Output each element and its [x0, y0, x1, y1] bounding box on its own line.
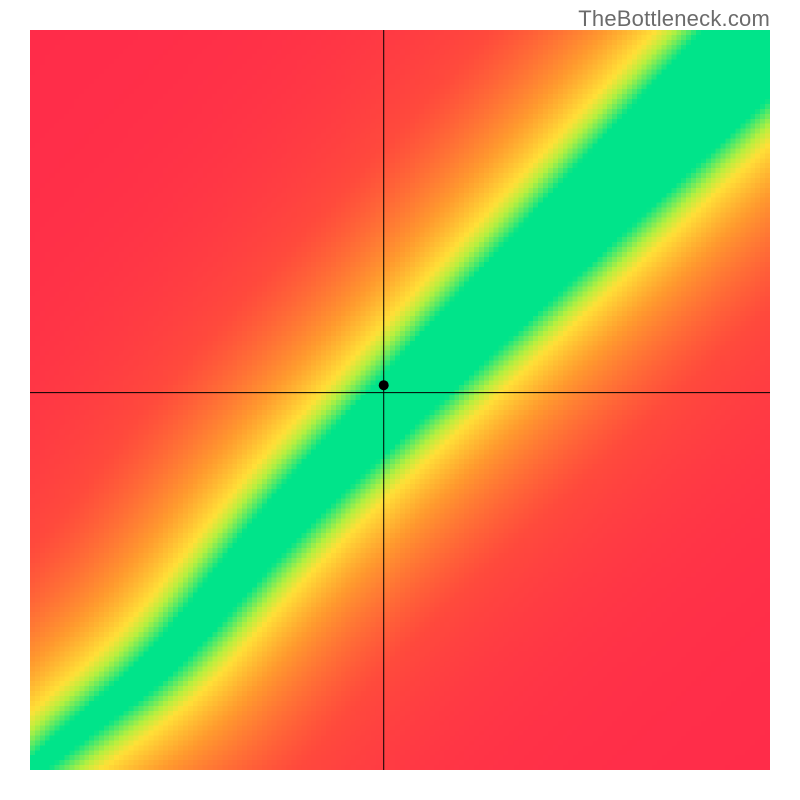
watermark-text: TheBottleneck.com	[578, 6, 770, 32]
data-point-marker	[379, 380, 389, 390]
root: { "watermark": { "text": "TheBottleneck.…	[0, 0, 800, 800]
chart-overlay	[30, 30, 770, 770]
